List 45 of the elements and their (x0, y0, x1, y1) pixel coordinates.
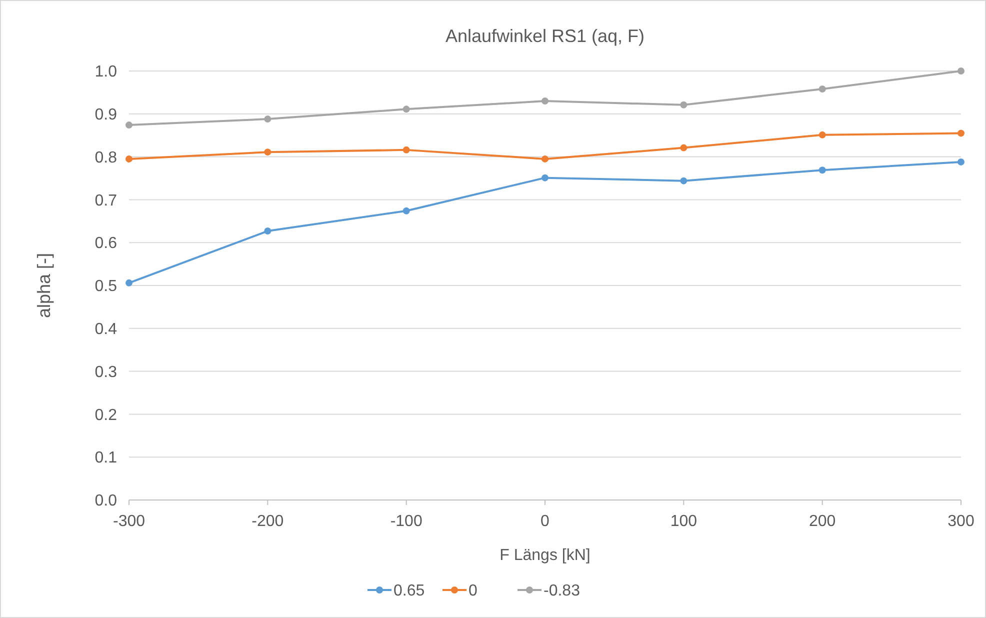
x-tick-label: 300 (948, 513, 974, 530)
point (264, 228, 272, 235)
point (542, 155, 548, 162)
point (402, 146, 410, 154)
point (542, 174, 548, 182)
point (680, 177, 688, 184)
point (680, 101, 688, 108)
x-tick-label: 0 (540, 513, 550, 530)
point (402, 106, 410, 113)
point (126, 155, 132, 162)
y-tick-label: 0.9 (94, 106, 118, 124)
y-tick-label: 0.4 (94, 321, 118, 338)
point (126, 279, 132, 286)
point (958, 158, 964, 166)
y-tick-label: 1.0 (94, 64, 118, 81)
point (818, 166, 826, 174)
y-tick-label: 0.0 (94, 492, 118, 510)
x-tick-label: -100 (390, 513, 422, 530)
point (958, 130, 964, 137)
x-tick-label: 200 (808, 513, 836, 530)
point (264, 116, 272, 123)
x-tick-label: 100 (670, 513, 698, 530)
point (126, 122, 132, 129)
y-tick-label: 0.8 (94, 149, 118, 166)
point (958, 68, 964, 74)
point (542, 98, 548, 105)
point (818, 131, 826, 138)
y-tick-label: 0.1 (94, 450, 118, 467)
y-tick-label: 0.3 (94, 364, 118, 381)
point (402, 207, 410, 214)
x-axis-title: F Längs [kN] (500, 547, 590, 564)
x-tick-label: -300 (112, 513, 146, 530)
x-tick-label: -200 (252, 513, 284, 530)
y-tick-label: 0.2 (94, 406, 118, 424)
y-tick-label: 0.5 (94, 278, 118, 296)
point (680, 144, 688, 152)
y-tick-label: 0.7 (94, 192, 118, 210)
y-axis-title: alpha [-] (34, 252, 54, 318)
point (264, 148, 272, 156)
legend-label: 0.65 (394, 582, 425, 600)
y-tick-label: 0.6 (94, 235, 118, 252)
legend-label: -0.83 (544, 582, 580, 600)
point (818, 86, 826, 93)
legend-label: 0 (468, 582, 478, 600)
chart-title: Anlaufwinkel RS1 (aq, F) (445, 26, 645, 46)
